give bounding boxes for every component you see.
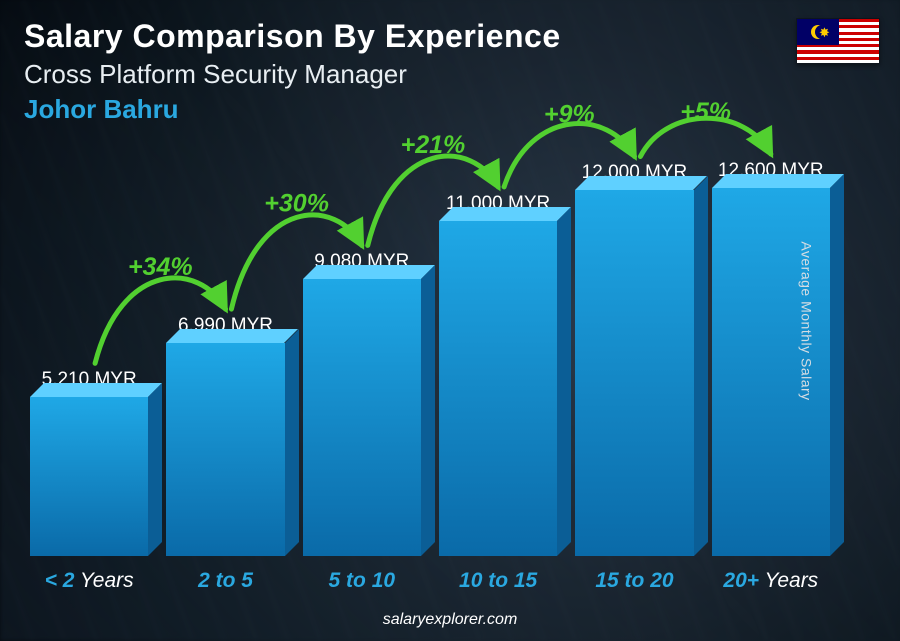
bar-3: 11,000 MYR bbox=[439, 160, 557, 556]
bar-2: 9,080 MYR bbox=[303, 160, 421, 556]
x-label: 20+ Years bbox=[712, 569, 830, 593]
bar-0: 5,210 MYR bbox=[30, 160, 148, 556]
growth-label: +9% bbox=[544, 100, 595, 128]
header: Salary Comparison By Experience Cross Pl… bbox=[24, 18, 780, 125]
bar-chart: +34%+30%+21%+9%+5% 5,210 MYR6,990 MYR9,0… bbox=[30, 160, 830, 556]
bar-4: 12,000 MYR bbox=[575, 160, 693, 556]
x-axis-labels: < 2 Years 2 to 5 5 to 10 10 to 15 15 to 20 20… bbox=[30, 569, 830, 593]
page-title: Salary Comparison By Experience bbox=[24, 18, 780, 55]
bar-1: 6,990 MYR bbox=[166, 160, 284, 556]
growth-label: +5% bbox=[680, 98, 731, 126]
location-label: Johor Bahru bbox=[24, 94, 780, 125]
page-subtitle: Cross Platform Security Manager bbox=[24, 59, 780, 90]
growth-label: +21% bbox=[401, 131, 466, 159]
x-label: 15 to 20 bbox=[575, 569, 693, 593]
x-label: < 2 Years bbox=[30, 569, 148, 593]
footer-credit: salaryexplorer.com bbox=[0, 611, 900, 629]
y-axis-label: Average Monthly Salary bbox=[798, 241, 814, 400]
malaysia-flag-icon: ✸ bbox=[796, 18, 880, 64]
x-label: 10 to 15 bbox=[439, 569, 557, 593]
chart-stage: { "header": { "title": "Salary Compariso… bbox=[0, 0, 900, 641]
x-label: 2 to 5 bbox=[166, 569, 284, 593]
bars-container: 5,210 MYR6,990 MYR9,080 MYR11,000 MYR12,… bbox=[30, 160, 830, 556]
x-label: 5 to 10 bbox=[303, 569, 421, 593]
